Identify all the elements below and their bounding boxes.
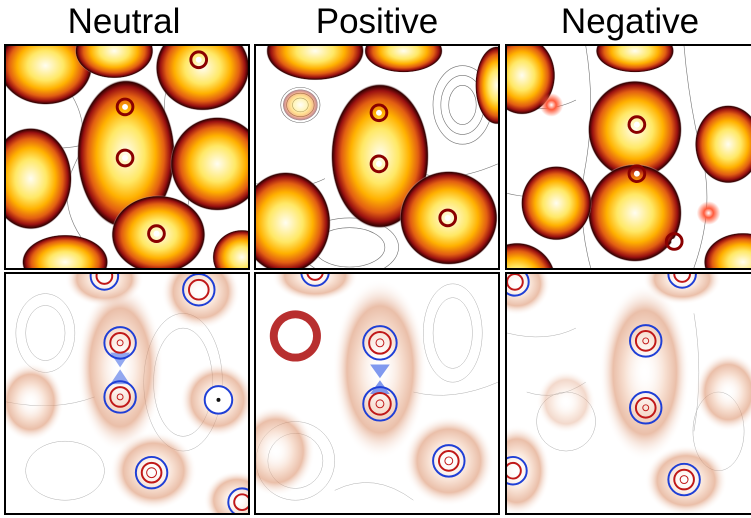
atom-blob: [520, 165, 592, 241]
atom-blob: [703, 232, 751, 268]
column-title-positive: Positive: [315, 2, 439, 41]
column-title-neutral: Neutral: [67, 2, 181, 41]
atom-blob: [155, 46, 248, 111]
difference-map-neutral: [4, 272, 250, 515]
density-map-negative: [505, 44, 751, 270]
atom-blob: [475, 46, 498, 125]
atom-blob: [587, 80, 683, 179]
atom-blob: [6, 127, 72, 230]
atom-blob: [694, 104, 751, 184]
atom-blob: [266, 46, 365, 81]
difference-map-positive: [254, 272, 500, 515]
atom-blob: [595, 46, 675, 73]
atom-blob: [587, 163, 683, 263]
atom-blob: [76, 79, 176, 229]
density-map-positive: [254, 44, 500, 270]
atom-blob: [507, 242, 554, 268]
column-title-negative: Negative: [560, 2, 700, 41]
atom-blob: [256, 171, 331, 268]
atom-blob: [74, 46, 154, 79]
atom-blob: [6, 46, 93, 105]
difference-map-negative: [505, 272, 751, 515]
atom-blob: [212, 229, 248, 268]
atom-blob: [21, 234, 109, 268]
atom-blob: [364, 46, 443, 73]
atom-blob: [170, 116, 248, 212]
density-map-neutral: [4, 44, 250, 270]
atom-blob: [282, 89, 319, 121]
